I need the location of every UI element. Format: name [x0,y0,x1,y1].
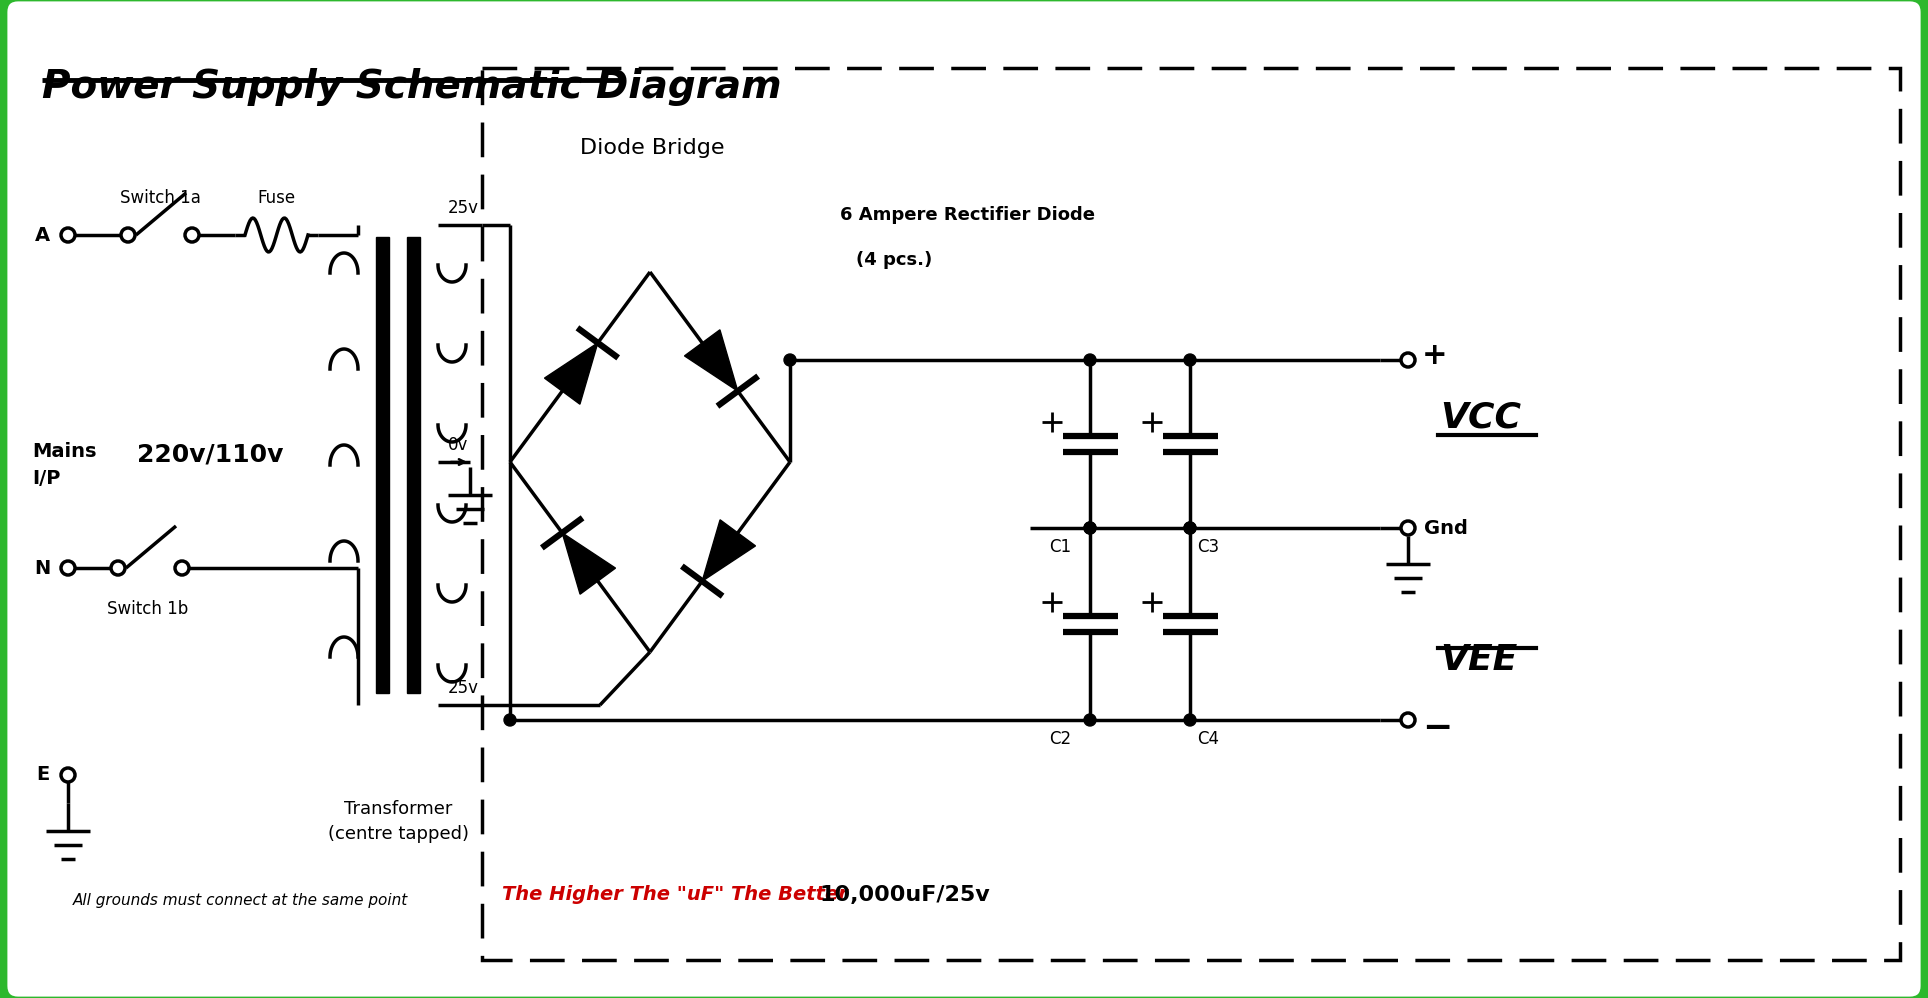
Text: C1: C1 [1049,538,1072,556]
Circle shape [1184,714,1195,726]
Text: 25v: 25v [447,679,478,697]
Circle shape [62,561,75,575]
Circle shape [1402,713,1415,727]
Text: 25v: 25v [447,199,478,217]
Circle shape [112,561,125,575]
Text: Switch 1a: Switch 1a [120,189,201,207]
Circle shape [62,228,75,242]
Text: Diode Bridge: Diode Bridge [580,138,725,158]
Text: 0v: 0v [447,436,469,454]
Circle shape [1084,522,1095,534]
Text: 220v/110v: 220v/110v [137,443,283,467]
Text: N: N [35,559,50,578]
Circle shape [62,768,75,782]
Text: C2: C2 [1049,730,1072,748]
Polygon shape [702,520,756,581]
Circle shape [121,228,135,242]
Text: (4 pcs.): (4 pcs.) [856,251,933,269]
Polygon shape [563,533,615,594]
Text: A: A [35,226,50,245]
Circle shape [503,714,517,726]
Circle shape [1184,354,1195,366]
Text: Power Supply Schematic Diagram: Power Supply Schematic Diagram [42,68,781,106]
Text: Transformer
(centre tapped): Transformer (centre tapped) [328,800,469,843]
Text: C4: C4 [1197,730,1218,748]
FancyBboxPatch shape [6,0,1922,998]
Circle shape [1084,522,1095,534]
Polygon shape [684,329,738,391]
Circle shape [785,354,796,366]
Text: Gnd: Gnd [1425,519,1467,538]
Text: Mains
I/P: Mains I/P [33,442,96,488]
Text: Fuse: Fuse [256,189,295,207]
Text: Switch 1b: Switch 1b [108,600,189,618]
Text: All grounds must connect at the same point: All grounds must connect at the same poi… [73,892,407,907]
Text: C3: C3 [1197,538,1218,556]
Circle shape [175,561,189,575]
Circle shape [1184,522,1195,534]
Text: VCC: VCC [1440,401,1521,435]
Bar [482,68,1899,960]
Text: The Higher The "uF" The Better: The Higher The "uF" The Better [501,885,848,904]
Circle shape [1184,522,1195,534]
Circle shape [1402,353,1415,367]
Text: −: − [1423,711,1452,745]
Circle shape [1084,354,1095,366]
Circle shape [185,228,199,242]
Bar [407,237,420,693]
Text: +: + [1423,341,1448,370]
Text: E: E [37,765,50,784]
Polygon shape [544,343,598,404]
Circle shape [1084,714,1095,726]
Circle shape [1402,521,1415,535]
Text: 10,000uF/25v: 10,000uF/25v [819,885,991,905]
Text: VEE: VEE [1440,643,1517,677]
Text: 6 Ampere Rectifier Diode: 6 Ampere Rectifier Diode [841,206,1095,224]
Bar [376,237,389,693]
